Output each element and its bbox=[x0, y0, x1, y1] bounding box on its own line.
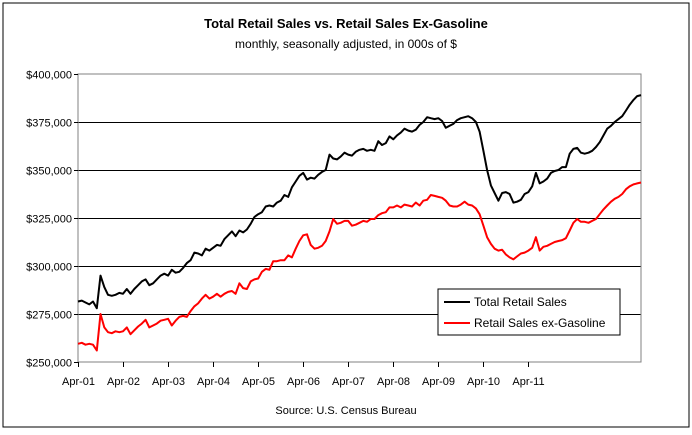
chart-subtitle: monthly, seasonally adjusted, in 000s of… bbox=[235, 37, 457, 51]
x-tick-label: Apr-05 bbox=[242, 376, 275, 388]
source-note: Source: U.S. Census Bureau bbox=[275, 405, 416, 417]
series-layer bbox=[77, 94, 642, 352]
y-tick-label: $300,000 bbox=[26, 262, 72, 274]
x-tick-label: Apr-11 bbox=[512, 376, 544, 388]
x-tick-label: Apr-03 bbox=[152, 376, 185, 388]
x-tick-label: Apr-09 bbox=[422, 376, 455, 388]
series-line-retail-sales-ex-gasoline bbox=[77, 181, 642, 352]
chart-area-border bbox=[2, 2, 690, 428]
x-tick-label: Apr-07 bbox=[332, 376, 365, 388]
y-tick-label: $275,000 bbox=[26, 310, 72, 322]
legend-label-total: Total Retail Sales bbox=[474, 295, 567, 309]
y-tick-label: $375,000 bbox=[26, 118, 72, 130]
y-axis: $250,000 $275,000 $300,000 $325,000 $350,000… bbox=[26, 70, 78, 370]
y-tick-label: $350,000 bbox=[26, 166, 72, 178]
x-tick-label: Apr-02 bbox=[107, 376, 140, 388]
legend-box bbox=[437, 288, 621, 336]
series-line-total-retail-sales bbox=[77, 94, 642, 310]
x-tick-label: Apr-06 bbox=[287, 376, 320, 388]
x-axis: Apr-01 Apr-02 Apr-03 Apr-04 Apr-05 Apr-06 Apr-… bbox=[62, 362, 545, 388]
legend: Total Retail Sales Retail Sales ex-Gasol… bbox=[437, 288, 621, 336]
x-tick-label: Apr-10 bbox=[467, 376, 500, 388]
y-tick-label: $250,000 bbox=[26, 358, 72, 370]
x-tick-label: Apr-08 bbox=[377, 376, 410, 388]
x-tick-label: Apr-01 bbox=[62, 376, 95, 388]
chart-title: Total Retail Sales vs. Retail Sales Ex-G… bbox=[204, 16, 488, 31]
legend-label-ex-gas: Retail Sales ex-Gasoline bbox=[474, 316, 606, 330]
x-tick-label: Apr-04 bbox=[197, 376, 230, 388]
y-tick-label: $325,000 bbox=[26, 214, 72, 226]
y-tick-label: $400,000 bbox=[26, 70, 72, 82]
